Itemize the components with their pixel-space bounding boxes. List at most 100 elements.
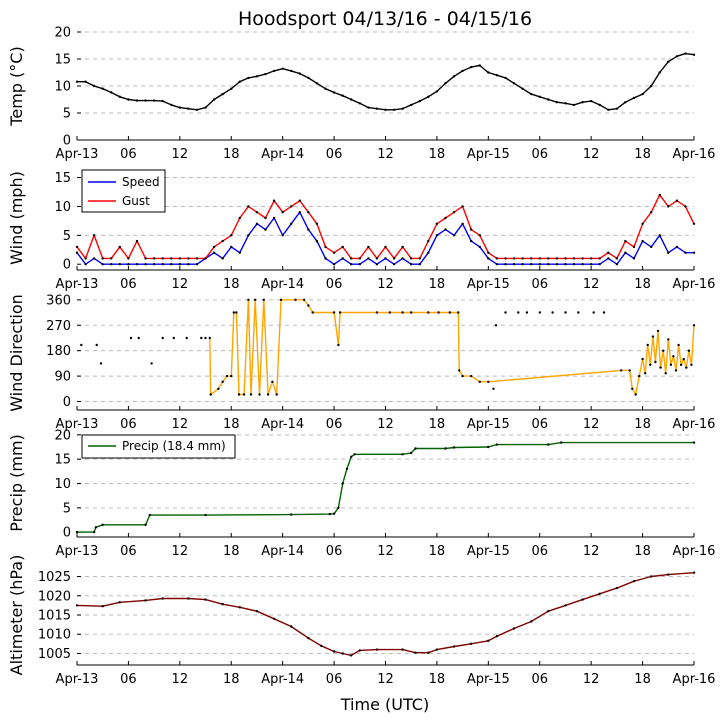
altimeter-xtick-label: Apr-13 [56, 672, 99, 687]
temp-data-point [461, 69, 464, 73]
wind-data-point [615, 257, 619, 260]
wind-data-point [84, 263, 87, 266]
temp-data-point [375, 107, 379, 110]
direction-data-point [232, 311, 235, 314]
direction-data-point [649, 363, 652, 366]
altimeter-xtick-label: 12 [583, 672, 600, 687]
temp-data-point [564, 102, 567, 105]
wind-data-point [178, 263, 181, 266]
altimeter-data-point [290, 625, 293, 628]
altimeter-xtick-label: 06 [120, 672, 137, 687]
temp-data-point [487, 71, 490, 74]
temp-data-point [547, 98, 550, 101]
direction-xtick-label: Apr-15 [467, 417, 510, 432]
wind-data-point [547, 263, 550, 266]
wind-data-point [307, 211, 310, 214]
temp-data-point [598, 103, 601, 107]
wind-data-point [341, 245, 344, 249]
wind-data-point [170, 263, 173, 266]
precip-data-point [341, 482, 344, 485]
direction-data-point [237, 393, 241, 396]
precip-xtick-label: 06 [120, 544, 137, 559]
wind-data-point [84, 257, 87, 260]
direction-data-point [470, 374, 473, 378]
temp-data-point [84, 80, 87, 83]
altimeter-data-point [272, 617, 276, 620]
direction-xtick-label: 06 [326, 417, 343, 432]
wind-data-point [435, 222, 439, 225]
altimeter-data-point [307, 636, 310, 640]
wind-xtick-label: 18 [429, 277, 446, 292]
altimeter-data-point [564, 604, 567, 607]
direction-data-point [638, 374, 641, 378]
wind-data-point [75, 251, 79, 254]
wind-data-point [470, 228, 473, 231]
direction-scatter-point [375, 311, 379, 314]
altimeter-ytick-label: 1020 [38, 589, 71, 604]
wind-data-point [272, 216, 276, 220]
temp-data-point [684, 52, 687, 55]
temp-data-point [641, 92, 644, 96]
wind-data-point [375, 257, 379, 260]
wind-data-point [504, 263, 507, 266]
temp-data-point [675, 55, 679, 58]
temp-data-point [495, 74, 499, 77]
altimeter-data-point [470, 642, 473, 645]
wind-data-point [187, 263, 190, 266]
wind-data-point [401, 245, 404, 249]
direction-y-axis-label: Wind Direction [7, 294, 26, 412]
altimeter-data-point [401, 648, 404, 651]
altimeter-data-point [332, 650, 336, 653]
temp-data-point [341, 94, 344, 97]
wind-data-point [127, 263, 130, 266]
direction-data-point [667, 338, 670, 341]
wind-legend: Speed Gust [81, 169, 166, 213]
altimeter-data-point [375, 648, 379, 651]
temp-data-point [187, 107, 190, 110]
precip-data-point [452, 446, 456, 449]
altimeter-data-point [530, 620, 533, 623]
precip-data-point [444, 447, 447, 450]
wind-data-point [650, 211, 653, 214]
wind-xtick-label: Apr-13 [56, 277, 99, 292]
direction-data-point [247, 298, 250, 301]
temp-data-point [264, 72, 267, 76]
direction-data-point [225, 374, 229, 378]
temp-data-point [452, 75, 456, 78]
precip-xtick-label: Apr-16 [673, 544, 716, 559]
wind-data-point [315, 222, 319, 225]
direction-scatter-point [492, 387, 495, 390]
wind-data-point [307, 228, 310, 231]
temp-ytick-label: 15 [54, 53, 71, 68]
direction-scatter-point [80, 343, 83, 347]
temp-data-point [110, 91, 113, 94]
wind-data-point [675, 199, 679, 202]
direction-data-point [651, 335, 655, 338]
temp-data-point [75, 80, 79, 83]
precip-xtick-label: Apr-15 [467, 544, 510, 559]
direction-scatter-point [437, 311, 440, 314]
direction-scatter-point [200, 336, 203, 340]
altimeter-data-point [144, 599, 147, 602]
precip-data-point [560, 441, 563, 444]
altimeter-data-point [320, 644, 323, 647]
wind-legend-label: Speed [122, 175, 160, 189]
altimeter-data-point [667, 573, 670, 576]
direction-xtick-label: 12 [172, 417, 189, 432]
precip-y-axis-label: Precip (mm) [7, 434, 26, 532]
altimeter-ytick-label: 1015 [38, 609, 71, 624]
altimeter-xtick-label: 18 [223, 672, 240, 687]
precip-xtick-label: 18 [634, 544, 651, 559]
direction-data-point [254, 298, 257, 301]
wind-data-point [418, 263, 421, 266]
direction-scatter-point [95, 343, 98, 347]
direction-scatter-point [494, 324, 498, 327]
wind-data-point [658, 193, 661, 197]
altimeter-data-point [187, 597, 190, 600]
temp-data-point [247, 76, 250, 80]
wind-data-point [590, 257, 593, 260]
direction-data-point [669, 363, 673, 366]
wind-data-point [555, 263, 559, 266]
wind-data-point [598, 263, 601, 266]
direction-series-direction [209, 299, 695, 396]
